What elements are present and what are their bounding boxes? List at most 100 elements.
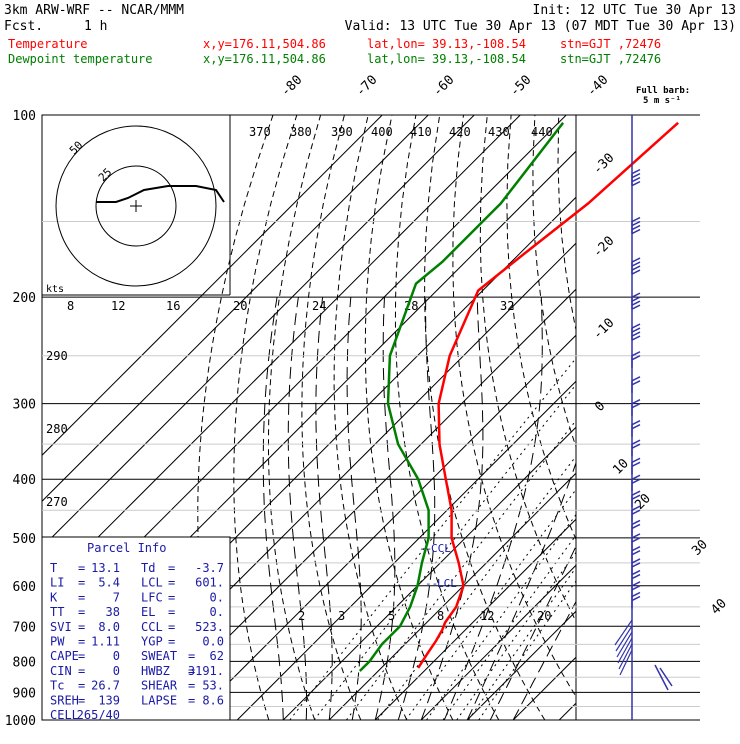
dry-adiabat-400 [630,115,740,720]
parcel-cell-2-3: 0. [210,590,224,604]
barb-feather-325-0 [632,421,640,425]
mixing-ratio-label-8: 8 [437,609,444,623]
parcel-cell-8-3: 53. [202,679,224,693]
parcel-cell-4-2: CCL [141,620,163,634]
hodograph-ring-label-25: 25 [96,166,115,185]
barb-feather-125-2 [632,178,640,182]
isotherm-label--20: -20 [590,234,617,261]
fcst-label: Fcst. [4,19,43,34]
theta-label-390: 390 [331,125,353,139]
barb-feather-175-0 [632,258,640,262]
mixing-ratio-label-2: 2 [298,609,305,623]
isotherm-label-20: 20 [632,491,654,513]
parcel-cell-7-0: CIN [50,664,72,678]
parcel-eq2-0: = [168,561,175,575]
parcel-cell-8-0: Tc [50,679,64,693]
parcel-cell-9-1: 139 [98,693,120,707]
parcel-cell-7-1: 0 [113,664,120,678]
dry-adiabat-410 [654,115,740,720]
mixing-ratio-label-32: 32 [500,299,514,313]
barb-feather-600-0 [632,582,640,586]
parcel-eq2-2: = [168,590,175,604]
barb-feather-175-2 [632,266,640,270]
isotherm-label-30: 30 [689,537,711,559]
barb-low-1 [616,626,632,651]
parcel-cell-1-0: LI [50,576,64,590]
barb-feather-125-0 [632,170,640,174]
parcel-eq2-5: = [168,635,175,649]
valid-time: Valid: 13 UTC Tue 30 Apr 13 (07 MDT Tue … [345,19,736,34]
mixing-ratio-label-12: 12 [480,609,494,623]
ccl-marker: CCL [431,542,451,555]
barb-feather-600-1 [632,586,640,590]
mixing-ratio-3 [314,269,668,720]
pressure-label-600: 600 [13,580,36,595]
parcel-cell-9-0: SREH [50,693,79,707]
hodograph: 25 50 kts [42,115,230,295]
isotherm--20 [237,115,740,720]
mixing-ratio-label-8: 8 [67,299,74,313]
parcel-eq-4: = [78,620,85,634]
moist-adiabat-5 [347,297,361,720]
isotherm-label--80: -80 [278,73,305,100]
parcel-eq2-8: = [188,679,195,693]
pressure-label-800: 800 [13,655,36,670]
pressure-label-700: 700 [13,620,36,635]
parcel-cell-10-1: 265/40 [77,708,120,722]
parcel-eq-5: = [78,635,85,649]
parcel-eq-0: = [78,561,85,575]
legend-temperature-xy: x,y=176.11,504.86 [203,37,326,51]
parcel-cell-4-3: 523. [195,620,224,634]
parcel-cell-6-3: 62 [210,649,224,663]
legend-dewpoint-latlon: lat,lon= 39.13,-108.54 [367,52,526,66]
moist-adiabats [263,297,734,720]
legend-dewpoint-xy: x,y=176.11,504.86 [203,52,326,66]
barb-feather-275-1 [632,381,640,385]
barb-feather-575-0 [632,571,640,575]
parcel-cell-3-0: TT [50,605,64,619]
barb-feather-350-1 [632,444,640,448]
theta-label-290: 290 [46,349,68,363]
parcel-eq-8: = [78,679,85,693]
barb-feather-375-1 [632,462,640,466]
isotherm-label--70: -70 [353,73,380,100]
barb-feather-525-1 [632,551,640,555]
barb-feather-500-0 [632,534,640,538]
barb-feather-275-0 [632,377,640,381]
mixing-ratio-label-24: 24 [312,299,326,313]
parcel-eq-3: = [78,605,85,619]
legend-temperature-stn: stn=GJT ,72476 [560,37,661,51]
pressure-label-1000: 1000 [5,714,36,729]
parcel-eq2-6: = [188,649,195,663]
moist-adiabat-10 [375,297,395,720]
parcel-cell-3-3: 0. [210,605,224,619]
isotherm-label--60: -60 [430,73,457,100]
parcel-eq2-3: = [168,605,175,619]
parcel-eq-6: = [78,649,85,663]
barb-feather-125-1 [632,174,640,178]
barb-feather-300-0 [632,400,640,404]
barb-feather-575-1 [632,575,640,579]
parcel-eq-1: = [78,576,85,590]
moist-adiabat--10 [263,297,283,720]
parcel-cell-9-2: LAPSE [141,693,177,707]
parcel-cell-6-1: 0 [113,649,120,663]
barb-feather-325-1 [632,425,640,429]
barb-feather-350-0 [632,440,640,444]
hodograph-units: kts [46,284,64,295]
parcel-cell-5-1: 1.11 [91,635,120,649]
parcel-cell-1-3: 601. [195,576,224,590]
pressure-label-100: 100 [13,109,36,124]
barb-legend-title: Full barb: [636,86,690,96]
profiles [360,123,678,671]
theta-label-410: 410 [410,125,432,139]
theta-label-280: 280 [46,422,68,436]
barb-feather-225-2 [632,332,640,336]
theta-label-380: 380 [290,125,312,139]
parcel-cell-6-0: CAPE [50,649,79,663]
isotherm-label-40: 40 [708,596,730,618]
theta-label-270: 270 [46,495,68,509]
barb-feather-550-1 [632,563,640,567]
